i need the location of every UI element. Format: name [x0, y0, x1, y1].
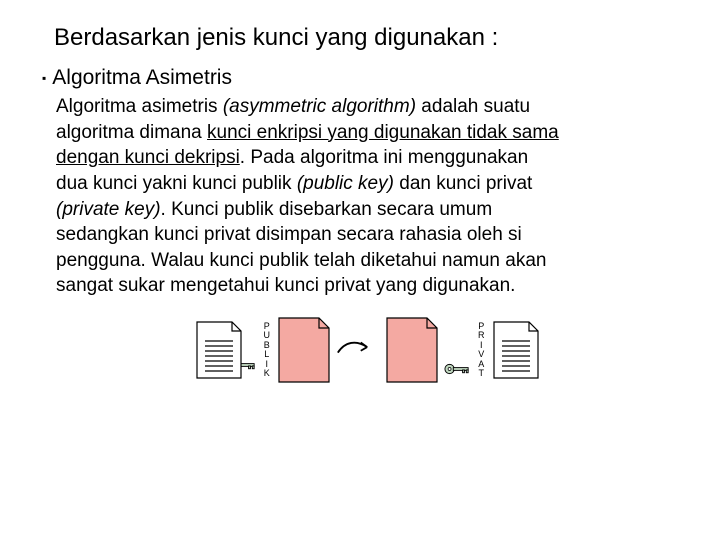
ciphertext-doc-icon — [386, 317, 438, 383]
text-italic: (private key) — [56, 199, 161, 220]
body-paragraph: Algoritma asimetris (asymmetric algorith… — [56, 94, 680, 299]
text: dan kunci privat — [394, 173, 532, 194]
private-key-icon — [444, 362, 470, 381]
ciphertext-doc-icon — [278, 317, 330, 383]
bullet-icon: ▪ — [42, 71, 46, 85]
text: pengguna. Walau kunci publik telah diket… — [56, 250, 546, 271]
bullet-row: ▪ Algoritma Asimetris — [42, 66, 680, 90]
plaintext-doc-icon — [196, 321, 242, 379]
text-italic: (asymmetric algorithm) — [223, 96, 416, 117]
plaintext-left-group — [196, 321, 256, 379]
text: . Kunci publik disebarkan secara umum — [161, 199, 493, 220]
text-italic: (public key) — [297, 173, 394, 194]
text: sedangkan kunci privat disimpan secara r… — [56, 224, 522, 245]
text: algoritma dimana — [56, 122, 207, 143]
subheading: Algoritma Asimetris — [52, 66, 232, 90]
text: Algoritma asimetris — [56, 96, 223, 117]
text-underline: dengan kunci dekripsi — [56, 147, 240, 168]
text: dua kunci yakni kunci publik — [56, 173, 297, 194]
private-label: P R I V A T — [478, 322, 485, 379]
public-label: P U B L I K — [264, 322, 271, 379]
text-underline: kunci enkripsi yang digunakan tidak sama — [207, 122, 559, 143]
plaintext-doc-icon — [493, 321, 539, 379]
slide-title: Berdasarkan jenis kunci yang digunakan : — [54, 24, 680, 52]
text: adalah suatu — [416, 96, 530, 117]
crypto-diagram: P U B L I K — [54, 317, 680, 383]
arrow-icon — [336, 336, 380, 365]
text: . Pada algoritma ini menggunakan — [240, 147, 528, 168]
text: sangat sukar mengetahui kunci privat yan… — [56, 275, 515, 296]
